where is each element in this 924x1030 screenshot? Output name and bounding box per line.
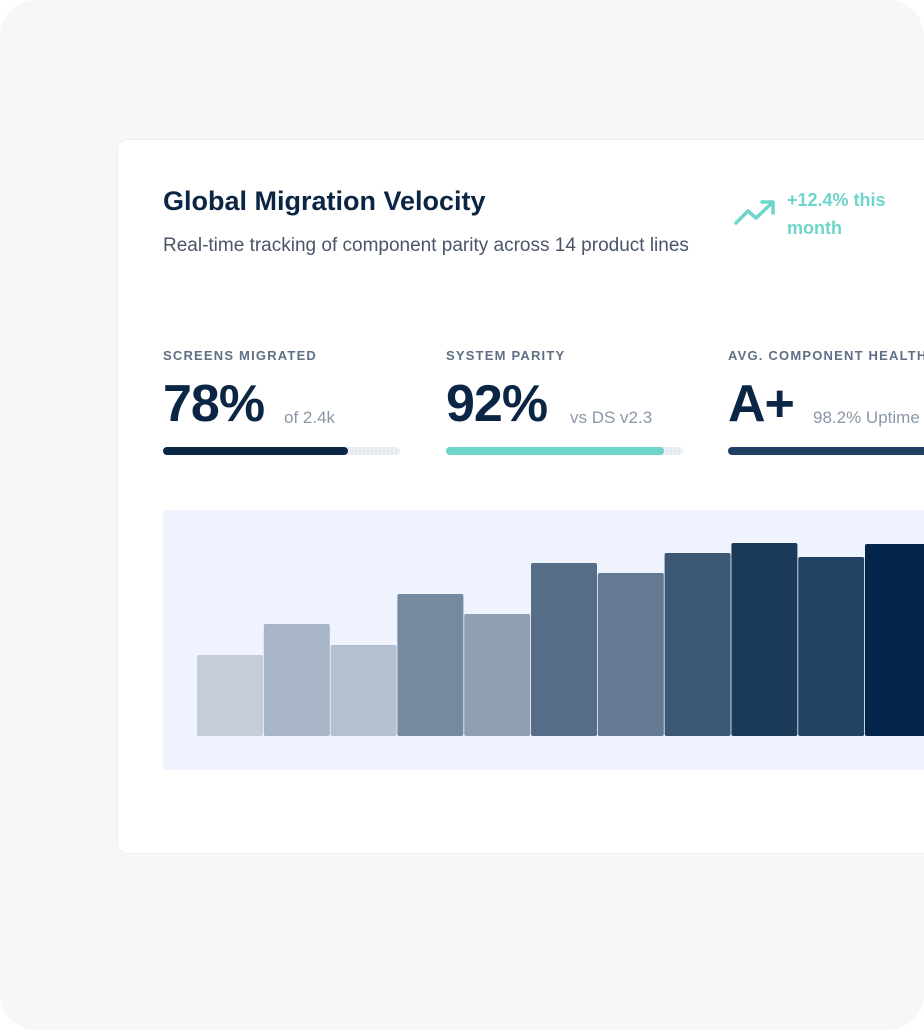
- progress-fill: [163, 447, 348, 455]
- metric-value: 78%: [163, 375, 265, 433]
- metric-detail: 98.2% Uptime: [813, 408, 920, 427]
- bar: [197, 655, 263, 736]
- progress-fill: [728, 447, 924, 455]
- bar: [397, 594, 464, 736]
- bar: [531, 563, 597, 736]
- bar: [263, 624, 330, 736]
- card-title: Global Migration Velocity: [163, 186, 486, 216]
- bar: [865, 544, 924, 736]
- progress-track: [163, 447, 400, 455]
- progress-fill: [446, 447, 665, 455]
- metric-value: A+: [728, 375, 795, 433]
- metric-label: SCREENS MIGRATED: [163, 348, 318, 363]
- bar-chart: [163, 510, 924, 770]
- bar: [731, 543, 798, 736]
- metric-detail: of 2.4k: [284, 408, 336, 427]
- progress-track: [728, 447, 924, 455]
- bar: [464, 614, 531, 736]
- metric-label: AVG. COMPONENT HEALTH: [728, 348, 924, 363]
- metric-detail: vs DS v2.3: [570, 408, 653, 427]
- card-subtitle: Real-time tracking of component parity a…: [163, 235, 689, 256]
- progress-track: [446, 447, 683, 455]
- trend-icon: [734, 200, 775, 225]
- bar: [798, 557, 865, 736]
- bar: [597, 573, 664, 736]
- trend-label: +12.4% this month: [787, 190, 886, 238]
- bar: [664, 553, 731, 736]
- bar: [330, 645, 397, 736]
- metric-value: 92%: [446, 375, 548, 433]
- metric-label: SYSTEM PARITY: [446, 348, 566, 363]
